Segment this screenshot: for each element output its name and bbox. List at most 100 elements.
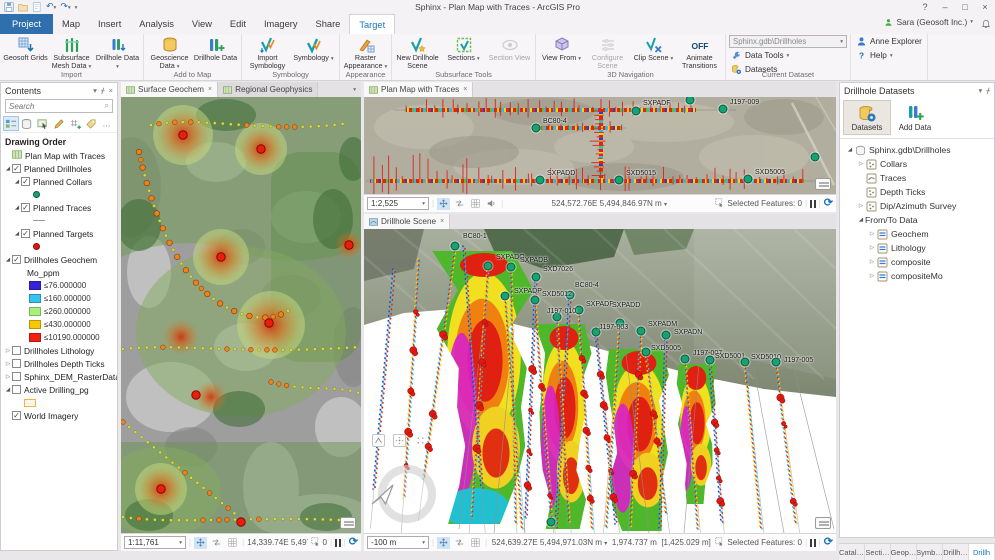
checked-checkbox[interactable]: ✓ [12, 164, 21, 173]
selection-icon[interactable] [36, 117, 50, 130]
new-project-icon[interactable] [32, 2, 42, 12]
refresh-icon[interactable]: ⟳ [823, 536, 833, 548]
symbology-button[interactable]: Symbology ▾ [291, 35, 336, 62]
account-menu[interactable]: Sara (Geosoft Inc.) ▾ [884, 17, 973, 27]
datasets-button[interactable]: Datasets [843, 100, 891, 135]
layer-item-planned-targets[interactable]: ◢ ✓ Planned Targets [1, 227, 117, 240]
unchecked-checkbox[interactable] [12, 359, 21, 368]
layer-item-sphinx-dem-rasterdata[interactable]: ▷ Sphinx_DEM_RasterData [1, 370, 117, 383]
tree-item-dip-azimuth-survey[interactable]: ▷ Dip/Azimuth Survey [840, 199, 994, 213]
tree-item-collars[interactable]: ▷ Collars [840, 157, 994, 171]
layer-item-planned-collars[interactable]: ◢ ✓ Planned Collars [1, 175, 117, 188]
plan-map-view[interactable]: SXPADF J197-009 BC80-4 SXPADD SXD5015 SXD5005 [364, 97, 836, 194]
maximize-button[interactable]: □ [962, 2, 968, 12]
search-input[interactable] [6, 101, 105, 111]
drillhole-collar-sxpadd[interactable] [615, 318, 625, 328]
geochem-scale-combo[interactable]: 1:11,761 ▾ [124, 536, 186, 549]
drillhole-collar-sxd5012[interactable] [530, 295, 540, 305]
open-expander-icon[interactable]: ◢ [858, 217, 864, 223]
closed-expander-icon[interactable]: ▷ [869, 273, 875, 279]
drillhole-collar-sxd5010[interactable] [740, 357, 750, 367]
layer-item-active-drilling-pg[interactable]: ◢ Active Drilling_pg [1, 383, 117, 396]
subsurface-mesh-data-button[interactable]: Subsurface Mesh Data ▾ [49, 35, 94, 70]
plan-scale-combo[interactable]: 1:2,525 ▾ [367, 197, 429, 210]
pin-icon[interactable]: ᚋ [100, 86, 105, 95]
sections-button[interactable]: Sections ▾ [441, 35, 486, 62]
checked-checkbox[interactable]: ✓ [12, 411, 21, 420]
scene-elevation-combo[interactable]: -100 m ▾ [367, 536, 429, 549]
open-expander-icon[interactable]: ◢ [5, 256, 11, 263]
geochem-coordinates[interactable]: 14,339.74E 5,497,229.65N m [247, 538, 307, 547]
ribbon-tab-map[interactable]: Map [61, 19, 81, 29]
dock-tab-catal[interactable]: Catal… [839, 544, 865, 560]
ribbon-tab-edit[interactable]: Edit [229, 19, 246, 29]
closed-expander-icon[interactable]: ▷ [869, 231, 875, 237]
checked-checkbox[interactable]: ✓ [21, 229, 30, 238]
raster-appearance-button[interactable]: Raster Appearance ▾ [343, 35, 388, 70]
drillhole-collar-sxpado[interactable] [483, 261, 493, 271]
ribbon-tab-imagery[interactable]: Imagery [263, 19, 298, 29]
drawing-order-icon[interactable] [3, 116, 19, 131]
datasets-button[interactable]: Datasets [729, 63, 847, 76]
more-icon[interactable]: … [100, 117, 114, 130]
unchecked-checkbox[interactable] [12, 372, 21, 381]
flicker-tool-icon[interactable] [210, 537, 223, 549]
geoscience-data-button[interactable]: Geoscience Data ▾ [147, 35, 192, 70]
drillhole-collar-j197-003[interactable] [591, 327, 601, 337]
grid-tool-icon[interactable] [226, 537, 239, 549]
closed-expander-icon[interactable]: ▷ [5, 360, 11, 367]
refresh-icon[interactable]: ⟳ [348, 536, 358, 548]
navigate-tool-icon[interactable] [194, 536, 208, 549]
refresh-icon[interactable]: ⟳ [823, 197, 833, 209]
view-tab-surface-geochem[interactable]: Surface Geochem × [121, 82, 219, 97]
drillhole-collar-sxpadf[interactable] [574, 305, 584, 315]
tab-close-icon[interactable]: × [463, 86, 468, 93]
sound-tool-icon[interactable] [485, 198, 498, 210]
drillhole-collar-bc80-4[interactable] [565, 290, 575, 300]
layer-item-planned-drillholes[interactable]: ◢ ✓ Planned Drillholes [1, 162, 117, 175]
map-notification-icon[interactable] [815, 517, 831, 529]
compass-navigator[interactable] [371, 465, 436, 523]
closed-expander-icon[interactable]: ▷ [869, 259, 875, 265]
animate-transitions-button[interactable]: OFF Animate Transitions [677, 35, 722, 70]
save-icon[interactable] [4, 2, 14, 12]
drillhole-collar[interactable] [810, 152, 820, 162]
notifications-bell-icon[interactable] [981, 16, 991, 34]
pause-drawing-icon[interactable] [810, 538, 816, 547]
drillhole-scene-view[interactable]: BC80-1 SXPADO SXPADB SXD7026 BC80-4 SXPADP SXD… [364, 229, 836, 533]
snapping-icon[interactable] [68, 117, 82, 130]
open-expander-icon[interactable]: ◢ [14, 230, 20, 237]
scene-coordinates[interactable]: 524,639.27E 5,494,971.03N m ▾ 1,974.737 … [491, 538, 711, 547]
open-expander-icon[interactable]: ◢ [5, 386, 11, 393]
geochem-map-view[interactable] [121, 97, 361, 533]
nav-more-button[interactable] [414, 434, 427, 447]
pause-drawing-icon[interactable] [335, 538, 341, 547]
map-notification-icon[interactable] [340, 517, 356, 529]
selected-features-icon[interactable] [715, 198, 724, 209]
ribbon-tab-view[interactable]: View [191, 19, 212, 29]
open-expander-icon[interactable]: ◢ [5, 165, 11, 172]
tree-item-sphinx-gdb-drillholes[interactable]: ◢ Sphinx.gdb\Drillholes [840, 143, 994, 157]
add-data-button[interactable]: Add Data [892, 101, 938, 134]
drillhole-collar-sxd5001[interactable] [705, 355, 715, 365]
camera-heading-button[interactable] [372, 434, 385, 447]
grid-tool-icon[interactable] [469, 198, 482, 210]
data-tools-button[interactable]: Data Tools ▾ [729, 49, 847, 62]
view-tab-plan-map-with-traces[interactable]: Plan Map with Traces × [364, 82, 474, 97]
tab-overflow-icon[interactable]: ▾ [353, 86, 356, 93]
closed-expander-icon[interactable]: ▷ [858, 203, 864, 209]
tab-close-icon[interactable]: × [440, 218, 445, 225]
tree-item-traces[interactable]: Traces [840, 171, 994, 185]
dock-tab-secti[interactable]: Secti… [865, 544, 891, 560]
tree-item-composite[interactable]: ▷ composite [840, 255, 994, 269]
closed-expander-icon[interactable]: ▷ [5, 347, 11, 354]
editing-icon[interactable] [52, 117, 66, 130]
open-expander-icon[interactable]: ◢ [14, 178, 20, 185]
drillhole-collar-j197-009[interactable] [718, 104, 728, 114]
pan-mode-button[interactable] [393, 434, 406, 447]
layer-item-planned-traces[interactable]: ◢ ✓ Planned Traces [1, 201, 117, 214]
panel-menu-icon[interactable]: ▾ [93, 86, 97, 95]
tree-item-from-to-data[interactable]: ◢ From/To Data [840, 213, 994, 227]
dock-tab-symb[interactable]: Symb… [917, 544, 943, 560]
flicker-tool-icon[interactable] [453, 537, 466, 549]
